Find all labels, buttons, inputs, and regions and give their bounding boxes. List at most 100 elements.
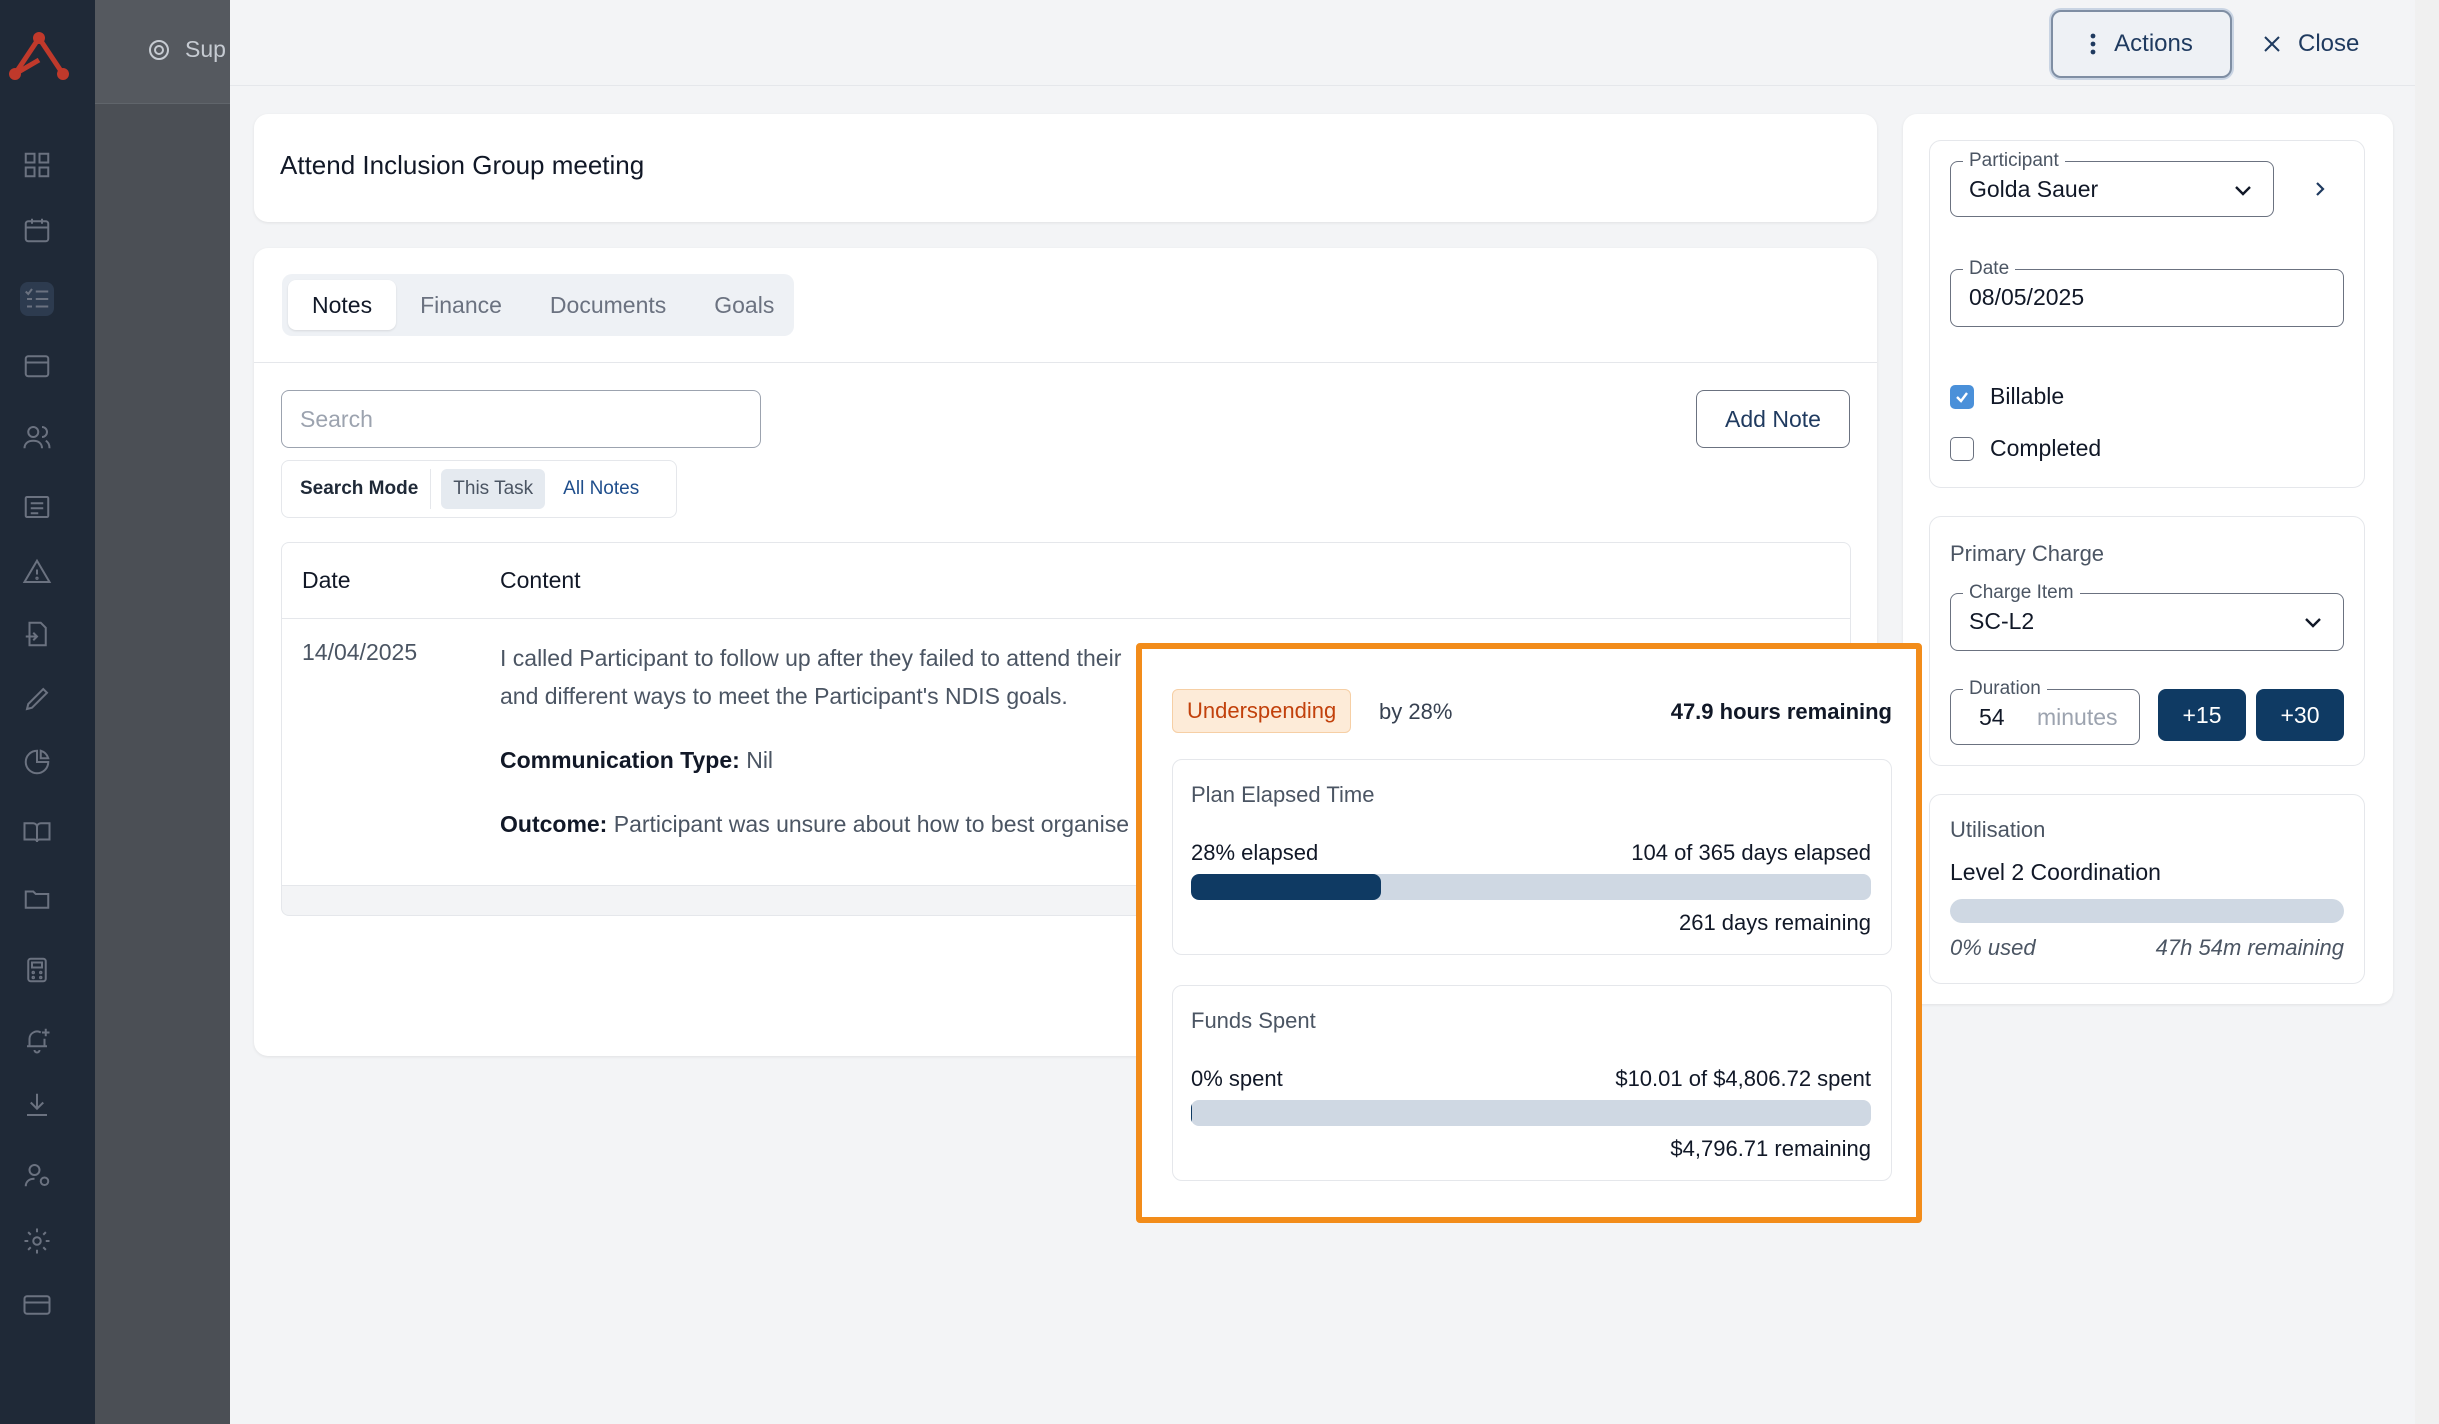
charge-item-label: Charge Item [1963, 582, 2080, 604]
panel-topbar: Actions Close [230, 0, 2415, 86]
download-icon[interactable] [20, 1088, 54, 1122]
plan-elapsed-box: Plan Elapsed Time 28% elapsed 104 of 365… [1172, 759, 1892, 955]
settings-icon[interactable] [20, 1224, 54, 1258]
actions-label: Actions [2114, 30, 2193, 57]
date-field[interactable]: Date 08/05/2025 [1950, 258, 2344, 327]
document-import-icon[interactable] [20, 617, 54, 651]
search-mode-this-task[interactable]: This Task [441, 469, 546, 509]
funds-spent-amount: $10.01 of $4,806.72 spent [1615, 1066, 1871, 1091]
table-row[interactable]: 14/04/2025 I called Participant to follo… [281, 618, 1851, 886]
tab-notes[interactable]: Notes [288, 280, 397, 330]
funds-spent-progress-fill [1191, 1100, 1193, 1126]
status-badge: Underspending [1172, 689, 1352, 733]
funds-spent-box: Funds Spent 0% spent $10.01 of $4,806.72… [1172, 985, 1892, 1181]
close-label: Close [2298, 30, 2360, 57]
chevron-down-icon [2235, 186, 2251, 196]
credit-card-icon[interactable] [20, 1288, 54, 1322]
checkbox-checked [1950, 384, 1974, 409]
charge-item-value: SC-L2 [1969, 608, 2035, 634]
budget-summary-popover: Underspending by 28% 47.9 hours remainin… [1136, 643, 1922, 1223]
search-mode-label: Search Mode [288, 469, 432, 509]
add-15-minutes-button[interactable]: +15 [2158, 689, 2246, 741]
add-30-minutes-button[interactable]: +30 [2256, 689, 2344, 741]
tab-divider [254, 362, 1877, 363]
outcome-label: Outcome: [500, 811, 608, 837]
tasks-list-icon[interactable] [20, 282, 54, 316]
participant-section: Participant Golda Sauer Date 08/05/2025 … [1929, 140, 2365, 488]
task-title: Attend Inclusion Group meeting [280, 150, 645, 180]
duration-field[interactable]: Duration 54 minutes [1950, 678, 2140, 745]
funds-spent-title: Funds Spent [1191, 1008, 1316, 1033]
tab-documents[interactable]: Documents [549, 291, 667, 318]
calendar-icon[interactable] [20, 348, 54, 382]
completed-label: Completed [1990, 435, 2102, 461]
primary-charge-title: Primary Charge [1950, 541, 2105, 566]
pen-icon[interactable] [20, 682, 54, 716]
participant-value: Golda Sauer [1969, 176, 2099, 202]
users-icon[interactable] [20, 420, 54, 454]
chevron-right-icon[interactable] [2310, 179, 2330, 199]
user-cog-icon[interactable] [20, 1158, 54, 1192]
tab-finance[interactable]: Finance [420, 291, 502, 318]
add-note-button[interactable]: Add Note [1696, 390, 1850, 448]
communication-type-value: Nil [746, 747, 774, 773]
search-mode-toggle: Search Mode This Task All Notes [281, 460, 677, 518]
actions-button[interactable]: Actions [2051, 10, 2232, 78]
utilisation-used: 0% used [1950, 935, 2036, 960]
billable-label: Billable [1990, 383, 2065, 409]
calendar-check-icon[interactable] [20, 213, 54, 247]
lifebuoy-icon [149, 39, 169, 60]
checkbox-unchecked [1950, 436, 1974, 461]
calculator-icon[interactable] [20, 953, 54, 987]
more-vertical-icon [2090, 33, 2096, 55]
charge-item-select[interactable]: Charge Item SC-L2 [1950, 582, 2344, 651]
background-page-title: Sup [147, 36, 226, 63]
close-button[interactable]: Close [2262, 18, 2359, 70]
chevron-down-icon [2305, 618, 2321, 628]
pie-chart-icon[interactable] [20, 745, 54, 779]
utilisation-remaining: 47h 54m remaining [2155, 935, 2344, 960]
utilisation-section: Utilisation Level 2 Coordination 0% used… [1929, 794, 2365, 984]
date-value: 08/05/2025 [1969, 284, 2085, 310]
date-label: Date [1963, 258, 2016, 280]
app-logo-icon[interactable] [5, 30, 71, 84]
utilisation-progress-bar [1950, 899, 2344, 923]
search-mode-all-notes[interactable]: All Notes [563, 478, 640, 499]
book-icon[interactable] [20, 815, 54, 849]
note-line: and different ways to meet the Participa… [500, 683, 1068, 709]
search-input[interactable] [281, 390, 761, 448]
duration-unit: minutes [2037, 704, 2118, 730]
participant-label: Participant [1963, 150, 2065, 172]
note-date: 14/04/2025 [302, 639, 418, 665]
bell-plus-icon[interactable] [20, 1023, 54, 1057]
utilisation-item-name: Level 2 Coordination [1950, 859, 2161, 885]
plan-elapsed-progress-bar [1191, 874, 1871, 900]
task-details-sidebar: Participant Golda Sauer Date 08/05/2025 … [1903, 114, 2393, 1004]
tab-goals[interactable]: Goals [714, 291, 775, 318]
hours-remaining: 47.9 hours remaining [1670, 699, 1892, 724]
plan-elapsed-progress-fill [1191, 874, 1382, 900]
funds-spent-percent: 0% spent [1191, 1066, 1283, 1091]
funds-remaining: $4,796.71 remaining [1670, 1136, 1871, 1161]
note-content: I called Participant to follow up after … [500, 639, 1400, 869]
column-header-content: Content [500, 567, 581, 593]
column-header-date: Date [302, 567, 351, 593]
billable-checkbox[interactable]: Billable [1950, 383, 2064, 410]
warning-icon[interactable] [20, 555, 54, 589]
funds-spent-progress-bar [1191, 1100, 1871, 1126]
plan-elapsed-title: Plan Elapsed Time [1191, 782, 1375, 807]
panel-edge [2415, 0, 2439, 1424]
note-line: I called Participant to follow up after … [500, 645, 1122, 671]
plan-days-remaining: 261 days remaining [1678, 910, 1871, 935]
background-page-label: Sup [185, 36, 226, 62]
duration-label: Duration [1963, 678, 2047, 700]
table-header: Date Content [281, 542, 1851, 618]
dashboard-icon[interactable] [20, 148, 54, 182]
report-icon[interactable] [20, 490, 54, 524]
underspend-percent: by 28% [1379, 699, 1453, 724]
check-icon [1956, 391, 1968, 403]
completed-checkbox[interactable]: Completed [1950, 435, 2101, 462]
outcome-value: Participant was unsure about how to best… [613, 811, 1129, 837]
participant-select[interactable]: Participant Golda Sauer [1950, 150, 2274, 217]
folder-icon[interactable] [20, 882, 54, 916]
